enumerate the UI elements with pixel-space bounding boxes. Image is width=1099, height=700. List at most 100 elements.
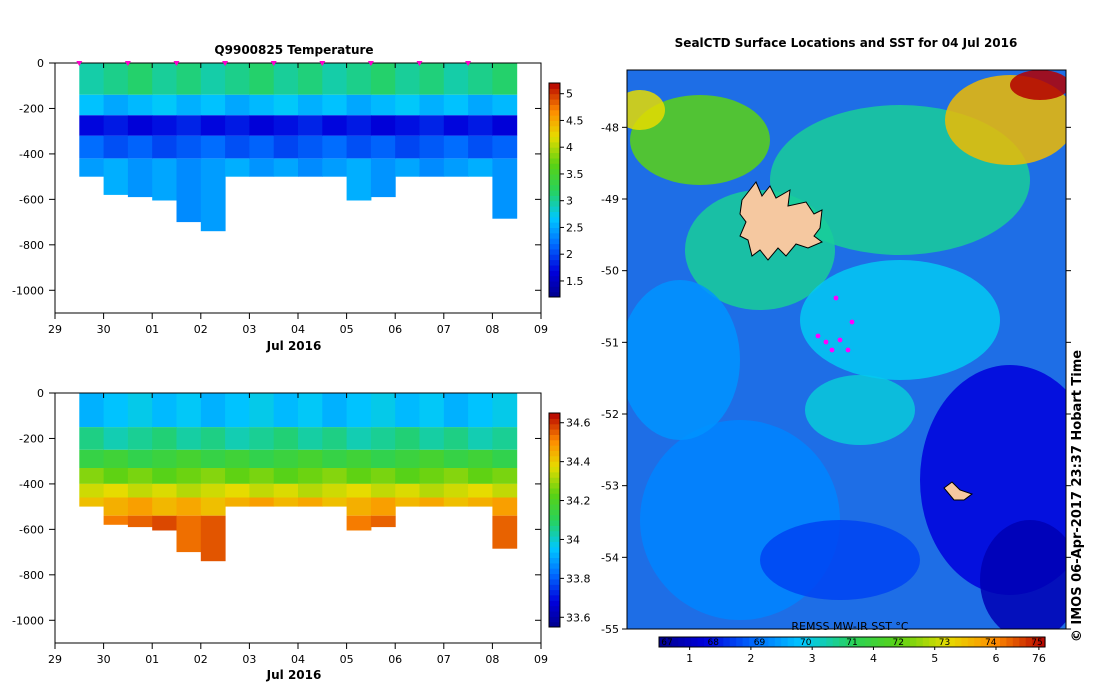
profile-cell bbox=[103, 115, 129, 136]
profile-cell bbox=[176, 449, 202, 468]
profile-cell bbox=[200, 449, 226, 468]
profile-cell bbox=[225, 449, 250, 468]
colorbar-swatch bbox=[549, 541, 560, 548]
sst-region bbox=[760, 520, 920, 600]
profile-cell bbox=[79, 115, 105, 136]
sst-colorbar-swatch bbox=[1038, 637, 1046, 647]
lat-tick-label: -51 bbox=[601, 336, 619, 349]
seal-position bbox=[815, 333, 821, 339]
imos-credit: © IMOS 06-Apr-2017 23:37 Hobart Time bbox=[1070, 350, 1085, 642]
profile-cell bbox=[152, 515, 177, 531]
profile-cell bbox=[395, 158, 420, 177]
profile-markers bbox=[76, 61, 472, 66]
y-tick-label: -200 bbox=[19, 432, 44, 445]
profile-cell bbox=[225, 135, 250, 159]
temperature-x-label: Jul 2016 bbox=[266, 339, 322, 353]
sst-colorbar-top-label: 68 bbox=[708, 638, 720, 648]
colorbar-swatch bbox=[549, 232, 560, 239]
profile-cell bbox=[322, 158, 348, 177]
profile-cell bbox=[322, 468, 348, 484]
colorbar-swatch bbox=[549, 173, 560, 180]
colorbar-swatch bbox=[549, 466, 560, 473]
profile-cell bbox=[298, 135, 323, 159]
profile-cell bbox=[322, 115, 348, 136]
profile-cell bbox=[249, 483, 275, 498]
sst-field bbox=[627, 70, 1066, 629]
colorbar-swatch bbox=[549, 520, 560, 526]
colorbar-swatch bbox=[549, 552, 560, 558]
colorbar-swatch bbox=[549, 461, 560, 467]
colorbar-swatch bbox=[549, 621, 560, 628]
sst-colorbar-swatch bbox=[704, 637, 711, 647]
x-tick-label: 07 bbox=[437, 323, 451, 336]
profile-cell bbox=[492, 158, 518, 219]
colorbar-swatch bbox=[549, 600, 560, 607]
colorbar-swatch bbox=[549, 594, 560, 601]
y-tick-label: -600 bbox=[19, 193, 44, 206]
profile-cell bbox=[249, 94, 275, 116]
sst-colorbar-swatch bbox=[755, 637, 763, 647]
colorbar-swatch bbox=[549, 254, 560, 261]
profile-cell bbox=[127, 158, 153, 198]
profile-cell bbox=[200, 483, 226, 498]
profile-cell bbox=[370, 63, 396, 95]
sst-colorbar-top-label: 69 bbox=[754, 638, 766, 648]
profile-cell bbox=[103, 449, 129, 468]
sst-colorbar-swatch bbox=[980, 637, 988, 647]
profile-cell bbox=[346, 468, 372, 484]
profile-cell bbox=[468, 115, 493, 136]
profile-cell bbox=[103, 94, 129, 116]
profile-cell bbox=[152, 393, 177, 428]
salinity-x-label: Jul 2016 bbox=[266, 668, 322, 682]
colorbar-swatch bbox=[549, 503, 560, 510]
profile-cell bbox=[225, 94, 250, 116]
profile-cell bbox=[273, 449, 299, 468]
x-tick-label: 02 bbox=[194, 653, 208, 666]
sst-map-lat-axis: -48 -49 -50 -51 -52 -53 -54 -55 bbox=[601, 121, 1071, 636]
sst-colorbar-swatch bbox=[736, 637, 744, 647]
sst-colorbar-swatch bbox=[871, 637, 879, 647]
profile-cell bbox=[395, 115, 420, 136]
colorbar-tick-label: 34.4 bbox=[566, 456, 591, 469]
profile-cell bbox=[200, 94, 226, 116]
profile-cell bbox=[273, 135, 299, 159]
colorbar-swatch bbox=[549, 493, 560, 500]
colorbar-tick-label: 34.6 bbox=[566, 417, 591, 430]
colorbar-swatch bbox=[549, 611, 560, 617]
seal-position bbox=[833, 295, 839, 301]
profile-cell bbox=[273, 393, 299, 428]
profile-cell bbox=[225, 427, 250, 450]
colorbar-swatch bbox=[549, 131, 560, 138]
sst-colorbar-bottom-label: 3 bbox=[809, 652, 816, 665]
profile-cell bbox=[346, 497, 372, 516]
colorbar-swatch bbox=[549, 120, 560, 127]
profile-cell bbox=[103, 427, 129, 450]
profile-cell bbox=[152, 135, 177, 159]
profile-cell bbox=[152, 427, 177, 450]
profile-cell bbox=[395, 449, 420, 468]
sst-colorbar-swatch bbox=[1000, 637, 1007, 647]
sst-colorbar-swatch bbox=[807, 637, 814, 647]
profile-cell bbox=[176, 115, 202, 136]
seal-position bbox=[823, 339, 829, 345]
profile-cell bbox=[468, 468, 493, 484]
sst-colorbar-swatch bbox=[671, 637, 679, 647]
profile-cell bbox=[443, 393, 469, 428]
sst-region bbox=[1010, 70, 1066, 100]
profile-cell bbox=[200, 427, 226, 450]
profile-cell bbox=[249, 135, 275, 159]
profile-cell bbox=[419, 483, 445, 498]
y-tick-label: -400 bbox=[19, 478, 44, 491]
sst-colorbar-top-label: 70 bbox=[800, 638, 812, 648]
profile-cell bbox=[346, 63, 372, 95]
colorbar-swatch bbox=[549, 115, 560, 121]
salinity-colorbar: 33.6 33.8 34 34.2 34.4 34.6 bbox=[548, 412, 591, 628]
x-tick-label: 30 bbox=[97, 323, 111, 336]
profile-cell bbox=[346, 483, 372, 498]
profile-cell bbox=[370, 449, 396, 468]
profile-cell bbox=[127, 468, 153, 484]
sst-map-panel: SealCTD Surface Locations and SST for 04… bbox=[601, 36, 1085, 665]
sst-colorbar-swatch bbox=[967, 637, 975, 647]
colorbar-tick-label: 34.2 bbox=[566, 495, 591, 508]
